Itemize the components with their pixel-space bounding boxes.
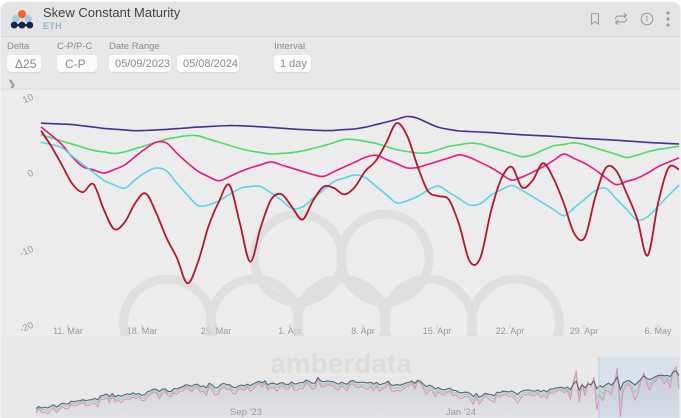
svg-text:22. Apr: 22. Apr — [496, 326, 525, 336]
svg-text:0: 0 — [26, 168, 35, 180]
svg-text:10: 10 — [21, 92, 35, 106]
svg-text:18. Mar: 18. Mar — [127, 326, 158, 336]
svg-text:11. Mar: 11. Mar — [53, 326, 83, 336]
svg-text:-10: -10 — [18, 244, 35, 260]
svg-text:Jan '24: Jan '24 — [446, 407, 476, 418]
svg-text:8. Apr: 8. Apr — [351, 326, 375, 336]
svg-text:29. Apr: 29. Apr — [570, 326, 599, 336]
svg-text:amberdata: amberdata — [270, 348, 412, 379]
svg-text:Sep '23: Sep '23 — [230, 407, 262, 418]
svg-text:15. Apr: 15. Apr — [423, 326, 452, 336]
svg-text:6. May: 6. May — [644, 326, 672, 336]
svg-text:-20: -20 — [18, 320, 35, 336]
